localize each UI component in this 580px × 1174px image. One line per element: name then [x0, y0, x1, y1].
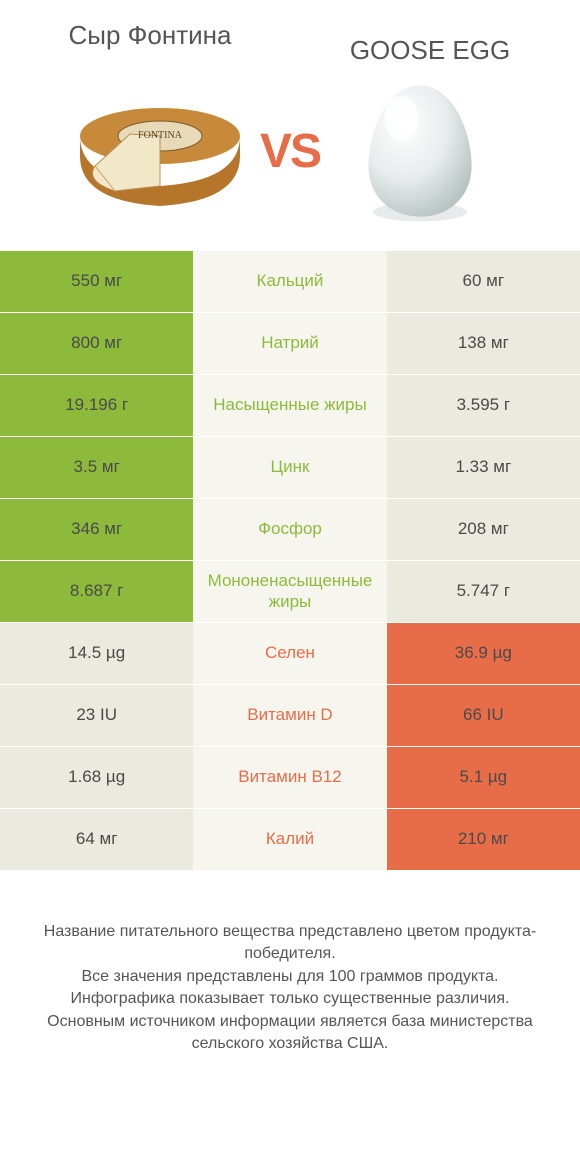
right-value-cell: 36.9 µg — [387, 623, 580, 684]
footer-line: Название питательного вещества представл… — [20, 921, 560, 966]
nutrient-name-cell: Натрий — [193, 313, 386, 374]
table-row: 14.5 µgСелен36.9 µg — [0, 623, 580, 685]
images-row: FONTINA VS — [0, 66, 580, 251]
nutrient-name-cell: Витамин B12 — [193, 747, 386, 808]
header: Сыр Фонтина GOOSE EGG — [0, 0, 580, 66]
footer-line: Инфографика показывает только существенн… — [20, 988, 560, 1010]
nutrient-name-cell: Мононенасыщенные жиры — [193, 561, 386, 622]
footer-notes: Название питательного вещества представл… — [0, 871, 580, 1055]
table-row: 346 мгФосфор208 мг — [0, 499, 580, 561]
left-food-image: FONTINA — [70, 76, 250, 226]
left-value-cell: 3.5 мг — [0, 437, 193, 498]
right-value-cell: 1.33 мг — [387, 437, 580, 498]
table-row: 550 мгКальций60 мг — [0, 251, 580, 313]
table-row: 64 мгКалий210 мг — [0, 809, 580, 871]
right-value-cell: 60 мг — [387, 251, 580, 312]
left-value-cell: 19.196 г — [0, 375, 193, 436]
table-row: 1.68 µgВитамин B125.1 µg — [0, 747, 580, 809]
right-value-cell: 5.1 µg — [387, 747, 580, 808]
left-value-cell: 64 мг — [0, 809, 193, 870]
right-food-image — [330, 76, 510, 226]
right-food-title: GOOSE EGG — [330, 20, 530, 66]
right-value-cell: 3.595 г — [387, 375, 580, 436]
vs-label: VS — [260, 124, 320, 179]
table-row: 3.5 мгЦинк1.33 мг — [0, 437, 580, 499]
right-value-cell: 5.747 г — [387, 561, 580, 622]
left-value-cell: 1.68 µg — [0, 747, 193, 808]
left-food-title: Сыр Фонтина — [50, 20, 250, 51]
nutrient-name-cell: Цинк — [193, 437, 386, 498]
right-value-cell: 208 мг — [387, 499, 580, 560]
nutrient-name-cell: Фосфор — [193, 499, 386, 560]
left-value-cell: 346 мг — [0, 499, 193, 560]
cheese-icon: FONTINA — [70, 86, 250, 216]
nutrient-name-cell: Насыщенные жиры — [193, 375, 386, 436]
right-value-cell: 138 мг — [387, 313, 580, 374]
right-value-cell: 66 IU — [387, 685, 580, 746]
table-row: 800 мгНатрий138 мг — [0, 313, 580, 375]
left-value-cell: 14.5 µg — [0, 623, 193, 684]
nutrient-name-cell: Селен — [193, 623, 386, 684]
footer-line: Основным источником информации является … — [20, 1011, 560, 1056]
egg-icon — [350, 76, 490, 226]
left-value-cell: 8.687 г — [0, 561, 193, 622]
table-row: 19.196 гНасыщенные жиры3.595 г — [0, 375, 580, 437]
footer-line: Все значения представлены для 100 граммо… — [20, 966, 560, 988]
left-value-cell: 800 мг — [0, 313, 193, 374]
svg-text:FONTINA: FONTINA — [138, 130, 183, 141]
table-row: 23 IUВитамин D66 IU — [0, 685, 580, 747]
nutrient-name-cell: Витамин D — [193, 685, 386, 746]
left-value-cell: 23 IU — [0, 685, 193, 746]
table-row: 8.687 гМононенасыщенные жиры5.747 г — [0, 561, 580, 623]
nutrient-name-cell: Кальций — [193, 251, 386, 312]
right-value-cell: 210 мг — [387, 809, 580, 870]
nutrient-name-cell: Калий — [193, 809, 386, 870]
left-value-cell: 550 мг — [0, 251, 193, 312]
comparison-table: 550 мгКальций60 мг800 мгНатрий138 мг19.1… — [0, 251, 580, 871]
